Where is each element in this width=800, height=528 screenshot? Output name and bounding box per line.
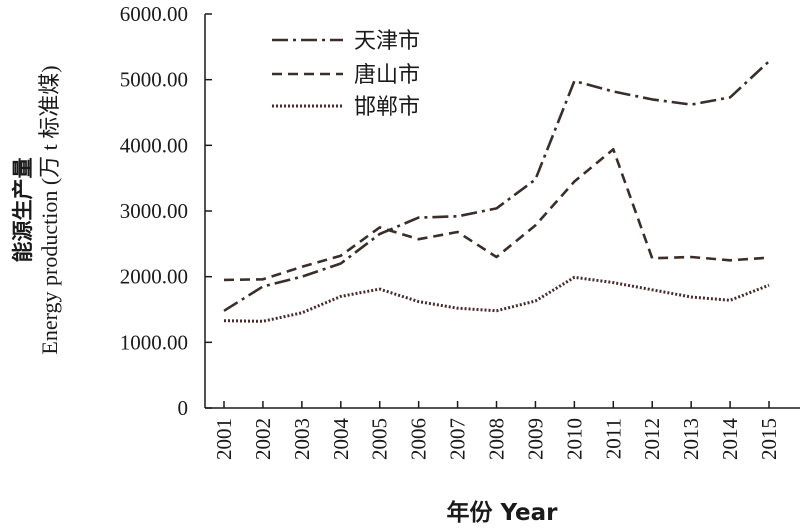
series-line-3: [223, 275, 770, 323]
y-ticks: 0 1000.00 2000.00 3000.00 4000.00 5000.00 6000…: [120, 2, 212, 420]
x-tick-label: 2005: [368, 418, 392, 460]
x-tick-label: 2013: [679, 418, 703, 460]
y-tick-label: 1000.00: [120, 330, 188, 354]
y-tick-label: 0: [178, 396, 189, 420]
x-tick-label: 2004: [329, 418, 353, 461]
x-tick-label: 2015: [757, 418, 781, 460]
x-tick-label: 2002: [251, 418, 275, 460]
x-tick-label: 2003: [290, 418, 314, 460]
y-tick-label: 5000.00: [120, 68, 188, 92]
x-tick-label: 2006: [407, 418, 431, 460]
y-tick-label: 4000.00: [120, 133, 188, 157]
legend-label-2: 唐山市: [354, 63, 420, 88]
y-tick-label: 2000.00: [120, 265, 188, 289]
legend-label-3: 邯郸市: [354, 95, 420, 120]
x-tick-label: 2009: [523, 418, 547, 460]
x-tick-label: 2007: [446, 418, 470, 460]
y-tick-label: 6000.00: [120, 2, 188, 26]
x-tick-label: 2010: [562, 418, 586, 460]
x-tick-label: 2012: [640, 418, 664, 460]
y-axis-label-en: Energy production (万 t 标准煤): [37, 65, 62, 354]
y-axis-label-cn: 能源生产量: [11, 158, 35, 263]
x-tick-label: 2011: [601, 418, 625, 459]
x-tick-label: 2008: [485, 418, 509, 460]
series-layer: [223, 60, 770, 323]
series-line-1: [223, 60, 770, 312]
x-tick-label: 2014: [718, 418, 742, 461]
legend-label-1: 天津市: [354, 29, 420, 54]
y-tick-label: 3000.00: [120, 199, 188, 223]
x-tick-label: 2001: [212, 418, 236, 460]
x-axis-label: 年份 Year: [446, 499, 558, 526]
series-line-2: [223, 148, 770, 282]
x-ticks: 2001 2002 2003 2004 2005 2006 2007 2008 2009 2010…: [212, 401, 781, 460]
